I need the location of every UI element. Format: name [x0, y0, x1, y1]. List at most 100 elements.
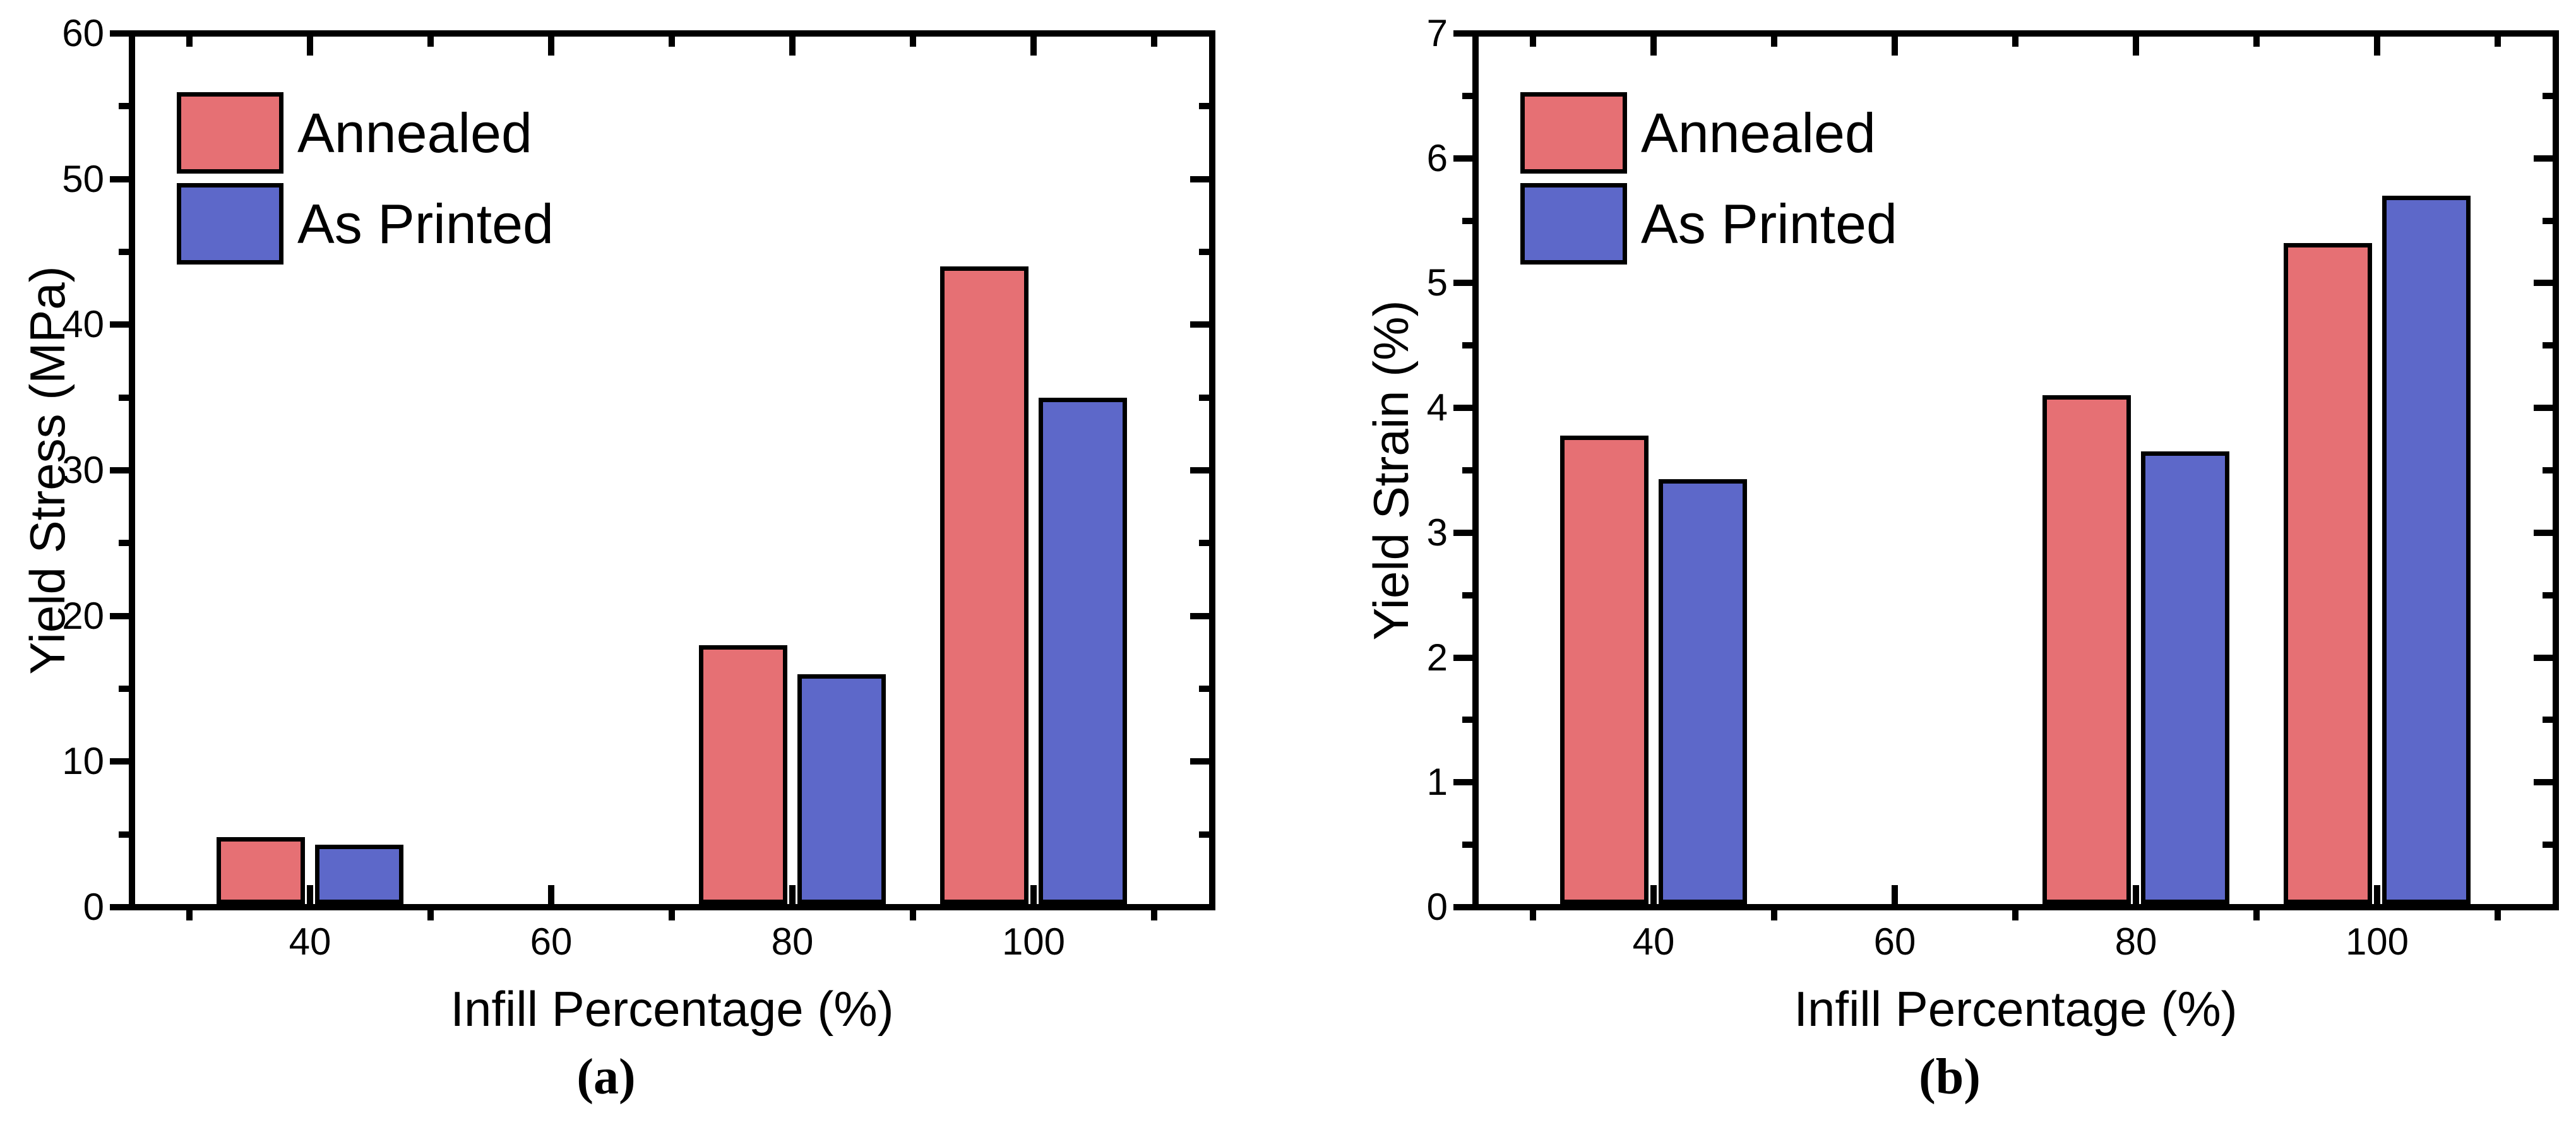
- x-minor-tick-top: [2012, 37, 2018, 47]
- legend-entry-as-printed: As Printed: [177, 183, 554, 265]
- x-minor-tick-top: [669, 37, 675, 47]
- chart-panel-a: Yield Stress (MPa) 0 10 20 30 40 50 60 40 60 80 10…: [20, 15, 1215, 1105]
- y-tick-label: 50: [62, 157, 104, 200]
- legend-swatch-annealed: [177, 92, 283, 174]
- legend-entry-annealed: Annealed: [1520, 92, 1897, 174]
- y-major-tick: [110, 904, 129, 910]
- y-major-tick: [1453, 904, 1472, 910]
- y-major-tick-right: [1190, 321, 1209, 328]
- x-tick-label: 40: [289, 920, 331, 963]
- bar-annealed-80: [699, 645, 787, 904]
- y-minor-tick-right: [2543, 842, 2553, 848]
- legend-label-as-printed: As Printed: [297, 192, 554, 255]
- bar-as-printed-40: [1659, 479, 1747, 904]
- y-minor-tick-right: [1199, 686, 1209, 692]
- y-major-tick: [1453, 405, 1472, 412]
- x-major-tick-bottom: [307, 885, 313, 904]
- legend: Annealed As Printed: [1520, 92, 1897, 274]
- x-major-tick-bottom: [2133, 885, 2139, 904]
- y-minor-tick-right: [1199, 831, 1209, 838]
- legend-swatch-as-printed: [1520, 183, 1627, 265]
- bar-annealed-40: [1560, 436, 1649, 904]
- y-tick-label: 60: [62, 12, 104, 54]
- legend: Annealed As Printed: [177, 92, 554, 274]
- y-minor-tick-right: [2543, 592, 2553, 598]
- y-major-tick: [110, 467, 129, 473]
- x-major-tick-top: [548, 37, 554, 56]
- x-minor-tick-top: [427, 37, 434, 47]
- bar-as-printed-80: [2141, 451, 2229, 904]
- y-major-tick-right: [2534, 30, 2553, 37]
- legend-label-annealed: Annealed: [1641, 101, 1876, 164]
- y-tick-label: 7: [1426, 12, 1448, 54]
- y-tick-label: 5: [1426, 261, 1448, 304]
- x-minor-tick-bottom: [2253, 910, 2260, 920]
- bar-annealed-80: [2042, 395, 2131, 904]
- y-tick-label: 10: [62, 740, 104, 783]
- y-minor-tick: [119, 831, 129, 838]
- y-minor-tick-right: [2543, 217, 2553, 224]
- bar-as-printed-40: [315, 845, 403, 904]
- y-tick-label: 30: [62, 449, 104, 491]
- x-minor-tick-top: [186, 37, 193, 47]
- x-minor-tick-bottom: [910, 910, 916, 920]
- y-tick-label: 2: [1426, 636, 1448, 679]
- x-major-tick-bottom: [1892, 885, 1898, 904]
- x-minor-tick-top: [1151, 37, 1157, 47]
- y-minor-tick: [1462, 717, 1472, 723]
- bar-annealed-40: [217, 837, 305, 904]
- y-tick-label: 4: [1426, 386, 1448, 429]
- x-minor-tick-bottom: [669, 910, 675, 920]
- y-minor-tick-right: [1199, 103, 1209, 110]
- x-major-tick-top: [2133, 37, 2139, 56]
- x-axis-title: Infill Percentage (%): [450, 981, 894, 1037]
- y-tick-label: 40: [62, 303, 104, 346]
- y-major-tick-right: [1190, 467, 1209, 473]
- x-major-tick-top: [789, 37, 796, 56]
- y-major-tick-right: [1190, 176, 1209, 182]
- y-major-tick: [1453, 155, 1472, 162]
- y-minor-tick: [1462, 92, 1472, 99]
- x-major-tick-top: [1030, 37, 1037, 56]
- y-major-tick: [1453, 280, 1472, 287]
- x-minor-tick-bottom: [427, 910, 434, 920]
- y-minor-tick-right: [2543, 342, 2553, 349]
- x-major-tick-bottom: [548, 885, 554, 904]
- legend-label-as-printed: As Printed: [1641, 192, 1897, 255]
- y-minor-tick: [1462, 467, 1472, 473]
- x-minor-tick-bottom: [186, 910, 193, 920]
- y-major-tick: [110, 30, 129, 37]
- x-tick-label: 80: [771, 920, 814, 963]
- x-minor-tick-top: [1530, 37, 1536, 47]
- y-major-tick: [110, 612, 129, 619]
- x-tick-label: 100: [2345, 920, 2409, 963]
- x-tick-label: 60: [530, 920, 573, 963]
- y-major-tick-right: [1190, 904, 1209, 910]
- legend-label-annealed: Annealed: [297, 101, 532, 164]
- x-major-tick-bottom: [2374, 885, 2380, 904]
- x-minor-tick-top: [1771, 37, 1777, 47]
- y-minor-tick: [1462, 842, 1472, 848]
- y-major-tick-right: [2534, 529, 2553, 536]
- y-major-tick-right: [2534, 904, 2553, 910]
- y-major-tick: [110, 176, 129, 182]
- plot-layer: 0 10 20 30 40 50 60 40 60 80 100: [62, 15, 1209, 961]
- y-minor-tick-right: [1199, 249, 1209, 255]
- x-tick-label: 60: [1873, 920, 1916, 963]
- panel-caption: (a): [576, 1049, 636, 1105]
- x-minor-tick-top: [2253, 37, 2260, 47]
- x-major-tick-top: [2374, 37, 2380, 56]
- bar-annealed-100: [2284, 243, 2372, 904]
- y-minor-tick-right: [2543, 467, 2553, 473]
- x-minor-tick-top: [2495, 37, 2501, 47]
- y-major-tick: [1453, 529, 1472, 536]
- y-minor-tick-right: [1199, 394, 1209, 401]
- y-major-tick-right: [2534, 654, 2553, 661]
- bar-as-printed-100: [1039, 398, 1127, 904]
- x-major-tick-top: [307, 37, 313, 56]
- y-minor-tick: [119, 103, 129, 110]
- x-minor-tick-bottom: [2012, 910, 2018, 920]
- y-major-tick-right: [2534, 779, 2553, 786]
- bar-as-printed-80: [797, 674, 886, 904]
